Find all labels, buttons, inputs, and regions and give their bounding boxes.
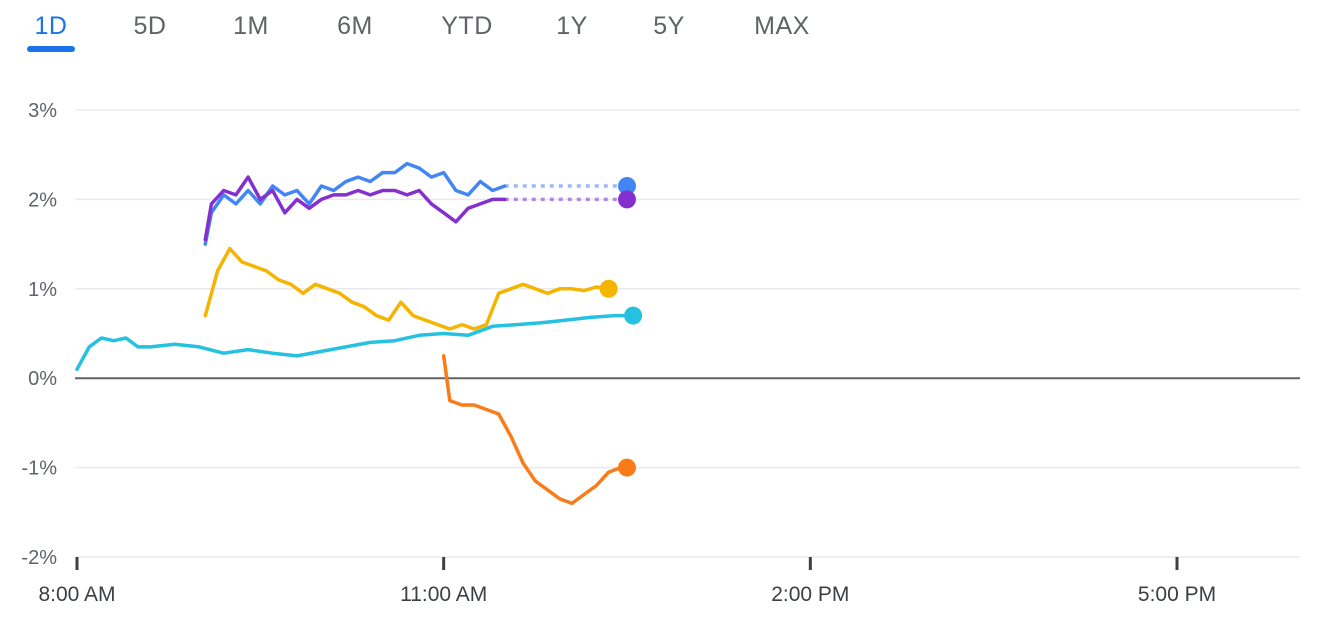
x-tick-label: 8:00 AM — [38, 583, 115, 606]
x-tick-label: 5:00 PM — [1138, 583, 1216, 606]
y-tick-label: 2% — [28, 189, 57, 211]
tab-max[interactable]: MAX — [754, 12, 810, 40]
grid-lines — [75, 109, 1300, 558]
x-axis-ticks: 8:00 AM 11:00 AM 2:00 PM 5:00 PM — [38, 557, 1216, 606]
series-endpoint-1[interactable] — [618, 190, 636, 209]
y-tick-label: 3% — [28, 100, 57, 122]
series-endpoint-3[interactable] — [624, 306, 643, 325]
tab-5d[interactable]: 5D — [133, 12, 167, 40]
series-endpoint-2[interactable] — [599, 279, 618, 298]
time-range-tabs: 1D 5D 1M 6M YTD 1Y 5Y MAX — [0, 0, 1326, 60]
series-line-1 — [203, 175, 507, 242]
x-tick-label: 2:00 PM — [771, 583, 849, 606]
tab-5y[interactable]: 5Y — [653, 12, 685, 40]
series-endpoint-0[interactable] — [618, 176, 636, 195]
y-axis-ticks: 3% 2% 1% 0% -1% -2% — [21, 100, 57, 569]
tab-ytd[interactable]: YTD — [441, 12, 493, 40]
y-tick-label: -2% — [21, 547, 57, 569]
series-lines — [75, 161, 643, 506]
tab-1y[interactable]: 1Y — [556, 12, 588, 40]
tab-1m[interactable]: 1M — [233, 12, 269, 40]
y-tick-label: 1% — [28, 279, 57, 301]
tab-1d[interactable]: 1D — [34, 12, 68, 40]
y-tick-label: -1% — [21, 458, 57, 480]
series-line-4 — [441, 354, 623, 506]
series-line-0 — [203, 161, 507, 246]
series-endpoint-4[interactable] — [618, 458, 636, 477]
tab-6m[interactable]: 6M — [337, 12, 373, 40]
y-tick-label: 0% — [28, 368, 57, 390]
series-line-3 — [75, 313, 635, 372]
active-tab-indicator — [27, 46, 75, 52]
series-line-2 — [203, 246, 611, 331]
x-tick-label: 11:00 AM — [400, 583, 487, 606]
